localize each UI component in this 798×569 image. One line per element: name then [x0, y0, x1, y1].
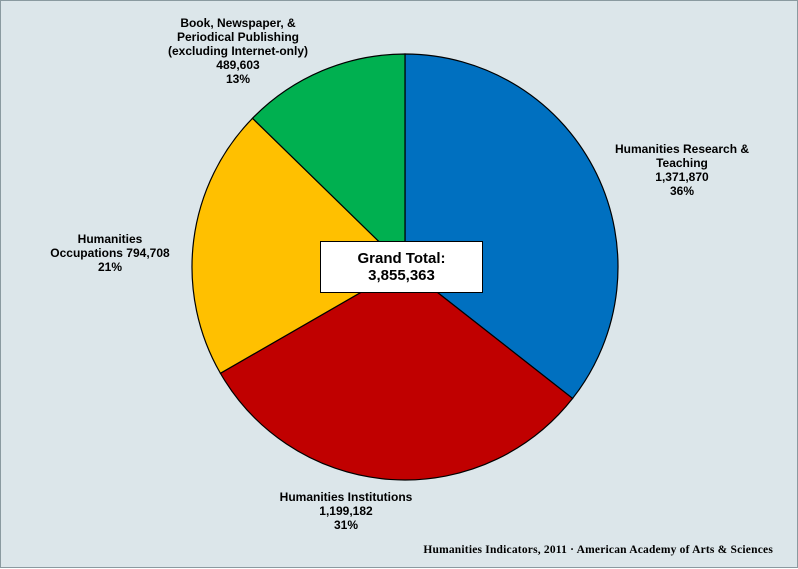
- slice-institutions: [219, 266, 574, 481]
- grand-total-value: 3,855,363: [368, 267, 435, 284]
- slice-research-teaching: [404, 53, 619, 400]
- slice-label-publishing: Book, Newspaper, & Periodical Publishing…: [167, 16, 308, 86]
- slice-label-research-teaching: Humanities Research & Teaching 1,371,870…: [614, 142, 750, 198]
- slice-publishing: [251, 53, 406, 269]
- slice-label-occupations: Humanities Occupations 794,708 21%: [50, 232, 170, 274]
- grand-total-box: Grand Total: 3,855,363: [320, 241, 483, 293]
- grand-total-label: Grand Total:: [357, 250, 446, 267]
- slice-label-institutions: Humanities Institutions 1,199,182 31%: [279, 490, 413, 532]
- slice-occupations: [191, 117, 406, 375]
- source-note: Humanities Indicators, 2011 · American A…: [423, 544, 773, 556]
